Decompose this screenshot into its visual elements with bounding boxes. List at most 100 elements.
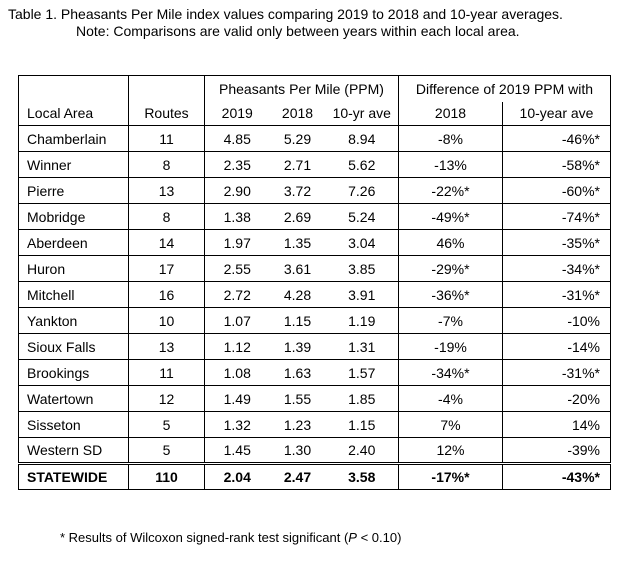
cell-local-area: Western SD (18, 437, 129, 464)
cell-ppm-10yr: 1.19 (325, 307, 399, 334)
cell-diff-2018: 46% (398, 229, 503, 256)
cell-routes: 13 (128, 177, 205, 204)
table-row: Watertown 12 1.49 1.55 1.85 -4% -20% (18, 385, 611, 412)
cell-ppm-2018: 3.72 (269, 177, 326, 204)
cell-diff-2018: 12% (398, 437, 503, 464)
cell-diff-2018: -7% (398, 307, 503, 334)
cell-diff-10yr: -74%* (502, 203, 611, 230)
cell-ppm-2018: 4.28 (269, 281, 326, 308)
table-row: Brookings 11 1.08 1.63 1.57 -34%* -31%* (18, 359, 611, 386)
footnote-p: P (348, 530, 357, 545)
cell-diff-2018: -29%* (398, 255, 503, 282)
cell-ppm-2018: 2.71 (269, 151, 326, 178)
cell-diff-2018: -19% (398, 333, 503, 360)
table-row: Western SD 5 1.45 1.30 2.40 12% -39% (18, 437, 611, 464)
cell-ppm-2019: 2.04 (204, 462, 270, 490)
cell-diff-2018: -4% (398, 385, 503, 412)
cell-ppm-2018: 1.23 (269, 411, 326, 438)
header-2019: 2019 (204, 101, 270, 126)
cell-diff-2018: -8% (398, 125, 503, 152)
cell-diff-10yr: -31%* (502, 359, 611, 386)
cell-local-area: Sioux Falls (18, 333, 129, 360)
cell-local-area: Brookings (18, 359, 129, 386)
cell-ppm-2019: 1.07 (204, 307, 270, 334)
cell-routes: 11 (128, 125, 205, 152)
table-row: Mitchell 16 2.72 4.28 3.91 -36%* -31%* (18, 281, 611, 308)
cell-diff-10yr: 14% (502, 411, 611, 438)
cell-local-area: Mobridge (18, 203, 129, 230)
header-local-area: Local Area (18, 101, 129, 126)
cell-ppm-10yr: 3.58 (325, 462, 399, 490)
cell-routes: 5 (128, 437, 205, 464)
cell-routes: 12 (128, 385, 205, 412)
table-row: Sisseton 5 1.32 1.23 1.15 7% 14% (18, 411, 611, 438)
cell-diff-2018: -36%* (398, 281, 503, 308)
cell-diff-10yr: -10% (502, 307, 611, 334)
cell-ppm-10yr: 1.31 (325, 333, 399, 360)
cell-routes: 10 (128, 307, 205, 334)
cell-ppm-2019: 4.85 (204, 125, 270, 152)
cell-routes: 8 (128, 203, 205, 230)
cell-diff-10yr: -58%* (502, 151, 611, 178)
cell-routes: 8 (128, 151, 205, 178)
pheasants-per-mile-table: Pheasants Per Mile (PPM) Difference of 2… (18, 75, 611, 490)
table-row: Aberdeen 14 1.97 1.35 3.04 46% -35%* (18, 229, 611, 256)
cell-routes: 11 (128, 359, 205, 386)
cell-diff-2018: -13% (398, 151, 503, 178)
cell-local-area: Mitchell (18, 281, 129, 308)
cell-diff-2018: -49%* (398, 203, 503, 230)
cell-diff-2018: -34%* (398, 359, 503, 386)
cell-ppm-2019: 1.32 (204, 411, 270, 438)
cell-diff-10yr: -35%* (502, 229, 611, 256)
cell-ppm-2019: 1.12 (204, 333, 270, 360)
footnote-prefix: * Results of Wilcoxon signed-rank test s… (60, 530, 349, 545)
table-row: Chamberlain 11 4.85 5.29 8.94 -8% -46%* (18, 125, 611, 152)
header-10yr-ave: 10-yr ave (325, 101, 399, 126)
cell-routes: 16 (128, 281, 205, 308)
header-blank-area (18, 75, 129, 102)
cell-local-area: Pierre (18, 177, 129, 204)
cell-diff-10yr: -34%* (502, 255, 611, 282)
table-row: Mobridge 8 1.38 2.69 5.24 -49%* -74%* (18, 203, 611, 230)
cell-diff-10yr: -60%* (502, 177, 611, 204)
cell-ppm-2019: 2.72 (204, 281, 270, 308)
table-row: Yankton 10 1.07 1.15 1.19 -7% -10% (18, 307, 611, 334)
table-caption: Table 1. Pheasants Per Mile index values… (8, 6, 563, 40)
cell-local-area: Sisseton (18, 411, 129, 438)
cell-diff-2018: 7% (398, 411, 503, 438)
header-row-group: Pheasants Per Mile (PPM) Difference of 2… (18, 75, 611, 102)
cell-ppm-2019: 1.49 (204, 385, 270, 412)
cell-diff-10yr: -31%* (502, 281, 611, 308)
cell-ppm-2018: 2.69 (269, 203, 326, 230)
header-diff-group: Difference of 2019 PPM with (398, 75, 611, 102)
cell-routes: 17 (128, 255, 205, 282)
cell-ppm-2018: 1.39 (269, 333, 326, 360)
cell-ppm-2019: 2.90 (204, 177, 270, 204)
header-ppm-group: Pheasants Per Mile (PPM) (204, 75, 399, 102)
cell-ppm-2018: 1.55 (269, 385, 326, 412)
cell-ppm-10yr: 1.85 (325, 385, 399, 412)
cell-ppm-2018: 1.63 (269, 359, 326, 386)
cell-ppm-2019: 2.55 (204, 255, 270, 282)
cell-local-area: Huron (18, 255, 129, 282)
cell-diff-10yr: -20% (502, 385, 611, 412)
cell-diff-10yr: -14% (502, 333, 611, 360)
table-row-statewide: STATEWIDE 110 2.04 2.47 3.58 -17%* -43%* (18, 462, 611, 490)
cell-local-area: Yankton (18, 307, 129, 334)
cell-routes: 110 (128, 462, 205, 490)
cell-ppm-2018: 3.61 (269, 255, 326, 282)
cell-ppm-10yr: 1.57 (325, 359, 399, 386)
cell-diff-2018: -22%* (398, 177, 503, 204)
cell-diff-2018: -17%* (398, 462, 503, 490)
caption-line-1: Table 1. Pheasants Per Mile index values… (8, 6, 563, 22)
cell-local-area: STATEWIDE (18, 462, 129, 490)
cell-local-area: Winner (18, 151, 129, 178)
cell-ppm-2018: 1.30 (269, 437, 326, 464)
cell-ppm-10yr: 2.40 (325, 437, 399, 464)
footnote-suffix: < 0.10) (356, 530, 402, 545)
cell-local-area: Aberdeen (18, 229, 129, 256)
cell-ppm-2018: 1.15 (269, 307, 326, 334)
header-blank-routes (128, 75, 205, 102)
cell-ppm-10yr: 3.04 (325, 229, 399, 256)
table-row: Winner 8 2.35 2.71 5.62 -13% -58%* (18, 151, 611, 178)
